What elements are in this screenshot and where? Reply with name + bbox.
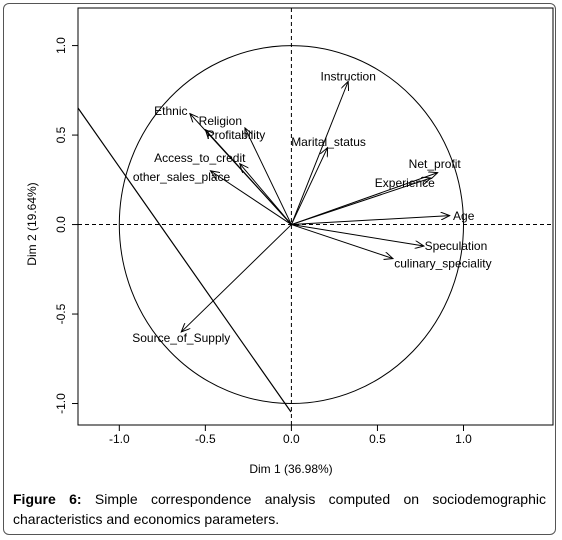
caption-label: Figure 6:	[13, 491, 82, 507]
arrow-label: Instruction	[321, 70, 376, 84]
caption: Figure 6: Simple correspondence analysis…	[13, 489, 546, 529]
arrow-label: Profitability	[207, 128, 266, 142]
arrow-label: other_sales_place	[133, 170, 231, 184]
x-tick-label: 0.5	[369, 432, 386, 446]
x-axis-label: Dim 1 (36.98%)	[249, 462, 332, 476]
arrow	[205, 130, 292, 225]
y-tick-label: -1.0	[54, 393, 68, 414]
arrow-label: Source_of_Supply	[132, 331, 230, 345]
arrow	[290, 81, 348, 225]
arrow-label: Speculation	[425, 239, 488, 253]
plot-box	[77, 7, 554, 426]
y-tick-label: 0.5	[54, 126, 68, 143]
arrow	[291, 224, 393, 259]
arrow	[290, 148, 327, 225]
arrow-label: culinary_speciality	[394, 257, 491, 271]
y-axis-label: Dim 2 (19.64%)	[25, 182, 39, 265]
arrow	[181, 224, 292, 332]
figure-frame	[3, 3, 556, 535]
arrow-label: Net_profit	[409, 157, 462, 171]
arrow	[245, 128, 292, 225]
arrow-label: Religion	[199, 114, 242, 128]
arrow-label: Marital_status	[291, 135, 366, 149]
x-tick-label: 0.0	[283, 432, 300, 446]
y-tick-label: -0.5	[54, 303, 68, 324]
y-tick-label: 1.0	[54, 37, 68, 54]
x-tick-label: 1.0	[455, 432, 472, 446]
arrow-label: Access_to_credit	[154, 151, 246, 165]
arrow	[291, 178, 430, 226]
chart: Dim 1 (36.98%) Dim 2 (19.64%) -1.0 -0.5 0.…	[25, 7, 554, 476]
arrow-label: Experience	[375, 176, 435, 190]
arrow	[291, 216, 449, 226]
arrow	[291, 224, 424, 246]
arrow	[211, 171, 292, 225]
y-tick-label: 0.0	[54, 216, 68, 233]
arrow-label: Age	[453, 209, 475, 223]
x-tick-label: -0.5	[195, 432, 216, 446]
arrow-label: Ethnic	[154, 104, 187, 118]
diagonal-line	[77, 107, 292, 413]
caption-text: Simple correspondence analysis computed …	[13, 491, 546, 527]
arrow	[240, 164, 292, 225]
x-tick-label: -1.0	[109, 432, 130, 446]
